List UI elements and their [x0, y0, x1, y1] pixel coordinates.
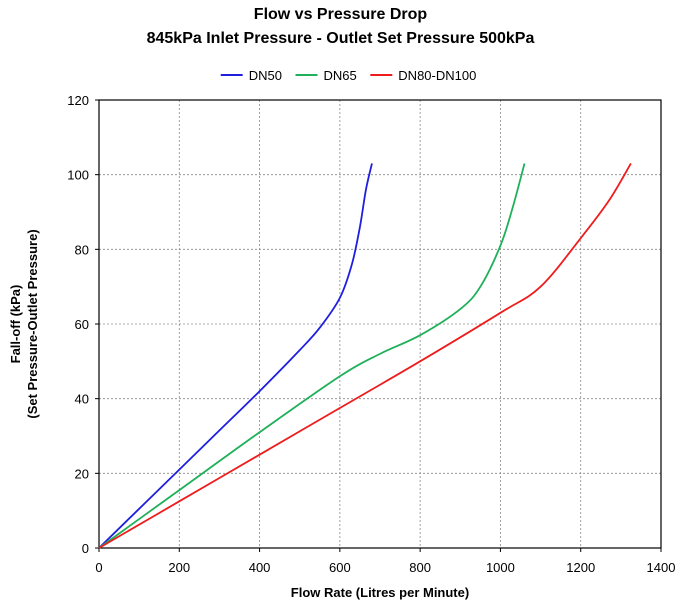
- x-tick-label: 1000: [486, 560, 515, 575]
- x-tick-label: 400: [249, 560, 271, 575]
- y-tick-label: 80: [75, 242, 89, 257]
- y-axis-ticks: 0 20 40 60 80 100 120: [67, 93, 99, 556]
- chart-subtitle: 845kPa Inlet Pressure - Outlet Set Press…: [146, 30, 535, 47]
- x-axis-label: Flow Rate (Litres per Minute): [291, 585, 469, 600]
- chart-title: Flow vs Pressure Drop: [253, 6, 428, 23]
- series-line-dn65: [98, 163, 526, 549]
- y-tick-label: 0: [82, 541, 89, 556]
- y-tick-label: 40: [75, 392, 89, 407]
- y-tick-label: 60: [75, 317, 89, 332]
- y-axis-label-line1: Fall-off (kPa): [8, 285, 23, 364]
- x-tick-label: 0: [95, 560, 102, 575]
- x-tick-label: 600: [329, 560, 351, 575]
- x-axis-ticks: 0 200 400 600 800 1000 1200 1400: [95, 548, 675, 575]
- series-lines: [98, 163, 632, 549]
- x-tick-label: 200: [168, 560, 190, 575]
- grid: [99, 100, 661, 548]
- x-tick-label: 800: [409, 560, 431, 575]
- legend: DN50 DN65 DN80-DN100: [220, 68, 476, 83]
- y-tick-label: 120: [67, 93, 89, 108]
- series-line-dn50: [98, 163, 373, 549]
- series-line-dn80-dn100: [98, 163, 632, 549]
- y-axis-label-line2: (Set Pressure-Outlet Pressure): [25, 229, 40, 418]
- y-tick-label: 20: [75, 466, 89, 481]
- legend-label-dn65: DN65: [324, 68, 357, 83]
- legend-label-dn80-dn100: DN80-DN100: [398, 68, 476, 83]
- x-tick-label: 1200: [566, 560, 595, 575]
- y-tick-label: 100: [67, 168, 89, 183]
- x-tick-label: 1400: [647, 560, 676, 575]
- legend-label-dn50: DN50: [249, 68, 282, 83]
